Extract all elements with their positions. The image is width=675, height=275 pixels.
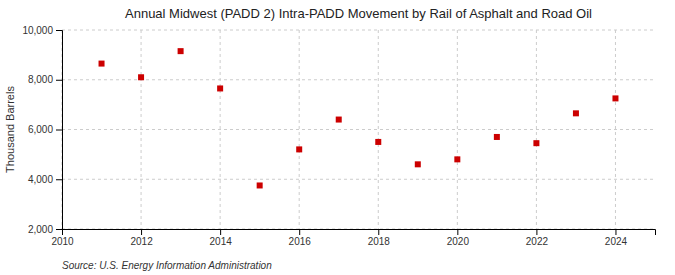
x-tick: 2016 — [289, 229, 312, 247]
x-tick-label: 2020 — [447, 236, 470, 247]
chart: 2010 2012 2014 2016 2018 2020 2022 2024 2,000 4,0… — [0, 0, 675, 275]
x-tick-mark — [378, 229, 379, 235]
title: Annual Midwest (PADD 2) Intra-PADD Movem… — [125, 6, 592, 21]
x-axis-line — [63, 230, 656, 236]
x-grid-line — [299, 30, 300, 229]
point — [296, 146, 302, 152]
x-axis: 2010 2012 2014 2016 2018 2020 2022 2024 — [51, 229, 655, 247]
x-tick-mark — [141, 229, 142, 235]
x-tick-label: 2016 — [289, 236, 312, 247]
y-tick: 8,000 — [28, 74, 62, 85]
point — [454, 156, 460, 162]
x-grid-line — [378, 30, 379, 229]
x-tick-label: 2022 — [526, 236, 549, 247]
x-tick-mark — [299, 229, 300, 235]
source-note: Source: U.S. Energy Information Administ… — [62, 260, 272, 271]
point — [533, 140, 539, 146]
point — [138, 74, 144, 80]
x-tick-label: 2018 — [368, 236, 391, 247]
y-tick: 6,000 — [28, 124, 62, 135]
point — [415, 161, 421, 167]
y-tick-mark — [56, 130, 62, 131]
y-tick-mark — [56, 179, 62, 180]
x-tick-mark — [457, 229, 458, 235]
y-tick-label: 10,000 — [22, 25, 53, 36]
y-grid-line — [62, 30, 655, 31]
y-tick-mark — [56, 30, 62, 31]
y-tick-label: 4,000 — [28, 174, 53, 185]
x-tick-mark — [615, 229, 616, 235]
y-tick-label: 2,000 — [28, 224, 53, 235]
points — [99, 48, 619, 188]
x-grid-line — [615, 30, 616, 229]
x-tick-label: 2010 — [51, 236, 74, 247]
point — [257, 182, 263, 188]
y-axis: 2,000 4,000 6,000 8,000 10,000 — [22, 25, 62, 235]
y-tick-label: 8,000 — [28, 74, 53, 85]
x-tick-mark — [220, 229, 221, 235]
point — [178, 48, 184, 54]
point — [494, 134, 500, 140]
y-grid-line — [62, 79, 655, 80]
y-tick: 10,000 — [22, 25, 62, 36]
x-tick: 2024 — [605, 229, 628, 247]
x-tick: 2010 — [51, 229, 74, 247]
x-tick: 2012 — [130, 229, 153, 247]
x-grid-line — [536, 30, 537, 229]
y-tick-mark — [56, 229, 62, 230]
x-grid-line — [141, 30, 142, 229]
x-tick-label: 2024 — [605, 236, 628, 247]
y-grid-line — [62, 129, 655, 130]
y-tick-label: 6,000 — [28, 124, 53, 135]
x-tick: 2020 — [447, 229, 470, 247]
point — [217, 85, 223, 91]
x-tick-label: 2012 — [130, 236, 153, 247]
x-tick: 2018 — [368, 229, 391, 247]
y-axis-title: Thousand Barrels — [4, 86, 16, 173]
point — [336, 117, 342, 123]
y-tick: 2,000 — [28, 224, 62, 235]
x-tick: 2014 — [210, 229, 233, 247]
grid — [62, 30, 655, 229]
y-tick: 4,000 — [28, 174, 62, 185]
plot-area: 2010 2012 2014 2016 2018 2020 2022 2024 2,000 4,0… — [22, 25, 655, 247]
point — [573, 110, 579, 116]
point — [612, 95, 618, 101]
x-tick-label: 2014 — [210, 236, 233, 247]
y-axis-line — [56, 31, 63, 230]
x-tick-mark — [536, 229, 537, 235]
point — [375, 139, 381, 145]
x-grid-line — [457, 30, 458, 229]
y-tick-mark — [56, 80, 62, 81]
x-grid-line — [220, 30, 221, 229]
x-tick: 2022 — [526, 229, 549, 247]
point — [99, 61, 105, 67]
y-grid-line — [62, 179, 655, 180]
